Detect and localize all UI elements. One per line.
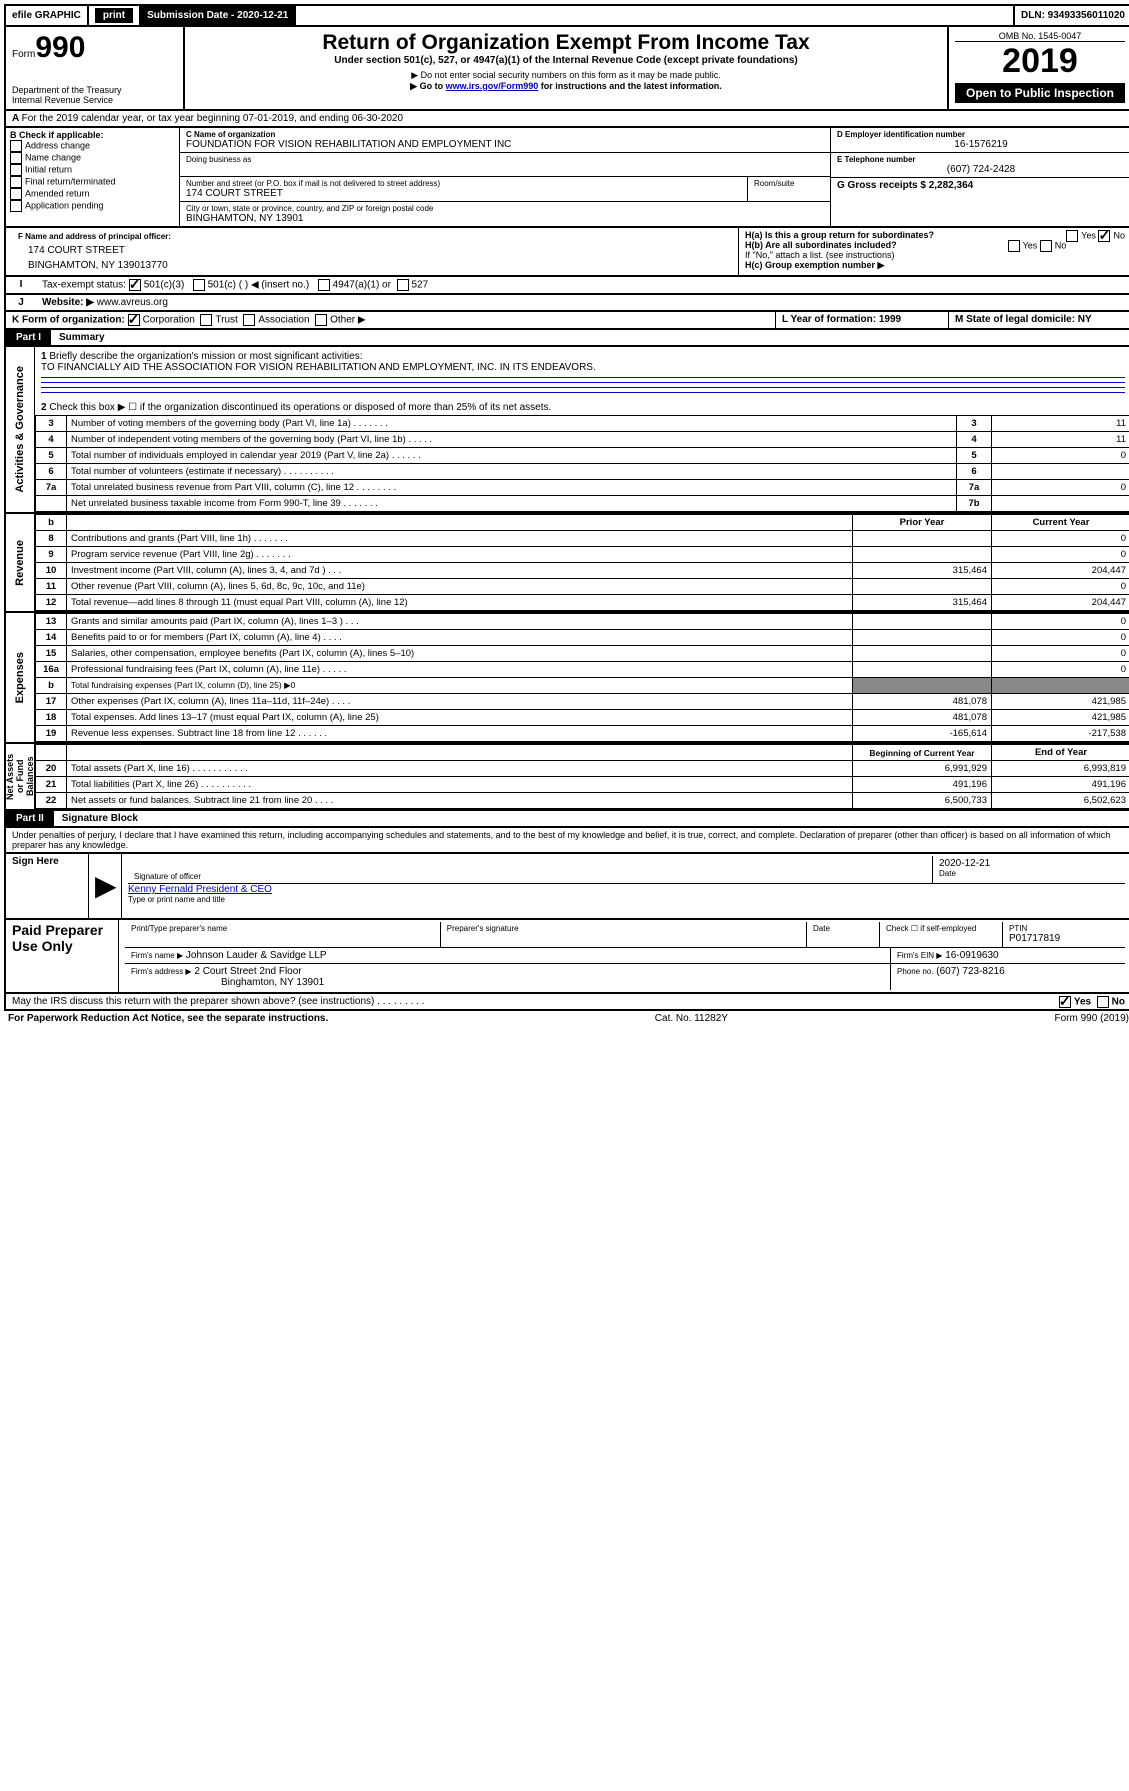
submission-date: Submission Date - 2020-12-21 — [141, 6, 296, 25]
revenue-section: Revenue bPrior YearCurrent Year 8Contrib… — [4, 514, 1129, 613]
firm-name: Johnson Lauder & Savidge LLP — [186, 950, 327, 961]
officer-addr2: BINGHAMTON, NY 139013770 — [12, 258, 732, 273]
discuss-row: May the IRS discuss this return with the… — [4, 994, 1129, 1011]
form990-link[interactable]: www.irs.gov/Form990 — [446, 81, 539, 91]
dept-treasury: Department of the Treasury — [12, 85, 177, 95]
governance-table: 3Number of voting members of the governi… — [35, 415, 1129, 512]
tax-year: 2019 — [955, 42, 1125, 81]
officer-name: Kenny Fernald President & CEO — [128, 884, 1125, 895]
table-row: 9Program service revenue (Part VIII, lin… — [36, 547, 1129, 563]
dln: DLN: 93493356011020 — [1015, 6, 1129, 25]
table-row: 3Number of voting members of the governi… — [36, 416, 1129, 432]
note-goto: ▶ Go to www.irs.gov/Form990 for instruct… — [191, 81, 941, 92]
table-row: 16aProfessional fundraising fees (Part I… — [36, 662, 1129, 678]
table-row: Net unrelated business taxable income fr… — [36, 496, 1129, 512]
org-city: BINGHAMTON, NY 13901 — [186, 213, 824, 224]
table-row: 15Salaries, other compensation, employee… — [36, 646, 1129, 662]
table-row: 11Other revenue (Part VIII, column (A), … — [36, 579, 1129, 595]
table-row: 5Total number of individuals employed in… — [36, 448, 1129, 464]
phone: (607) 724-2428 — [837, 164, 1125, 175]
website-link[interactable]: www.avreus.org — [97, 297, 168, 308]
table-row: 8Contributions and grants (Part VIII, li… — [36, 531, 1129, 547]
form-header: Form990 Department of the Treasury Inter… — [4, 27, 1129, 111]
mission-text: TO FINANCIALLY AID THE ASSOCIATION FOR V… — [41, 362, 1125, 373]
note-ssn: ▶ Do not enter social security numbers o… — [191, 70, 941, 81]
sign-here-block: Sign Here ▶ Signature of officer 2020-12… — [4, 854, 1129, 920]
perjury-text: Under penalties of perjury, I declare th… — [4, 828, 1129, 854]
form-number: 990 — [35, 31, 85, 64]
revenue-table: bPrior YearCurrent Year 8Contributions a… — [35, 514, 1129, 611]
efile-label: efile GRAPHIC — [6, 6, 89, 25]
table-row: bTotal fundraising expenses (Part IX, co… — [36, 678, 1129, 694]
print-button[interactable]: print — [89, 6, 141, 25]
table-row: 4Number of independent voting members of… — [36, 432, 1129, 448]
table-row: 13Grants and similar amounts paid (Part … — [36, 614, 1129, 630]
officer-addr1: 174 COURT STREET — [12, 243, 732, 258]
form-title: Return of Organization Exempt From Incom… — [191, 31, 941, 55]
tax-period-row: A For the 2019 calendar year, or tax yea… — [4, 111, 1129, 128]
netassets-table: Beginning of Current YearEnd of Year 20T… — [35, 744, 1129, 809]
table-row: 12Total revenue—add lines 8 through 11 (… — [36, 595, 1129, 611]
governance-section: Activities & Governance 1 Briefly descri… — [4, 347, 1129, 514]
website-row: J Website: ▶ www.avreus.org — [4, 295, 1129, 312]
gross-receipts: G Gross receipts $ 2,282,364 — [837, 180, 1125, 191]
table-row: 7aTotal unrelated business revenue from … — [36, 480, 1129, 496]
entity-block: B Check if applicable: Address change Na… — [4, 128, 1129, 228]
table-row: 14Benefits paid to or for members (Part … — [36, 630, 1129, 646]
box-b: B Check if applicable: Address change Na… — [6, 128, 180, 226]
table-row: 21Total liabilities (Part X, line 26) . … — [36, 777, 1129, 793]
irs-label: Internal Revenue Service — [12, 95, 177, 105]
footer: For Paperwork Reduction Act Notice, see … — [4, 1011, 1129, 1026]
fh-block: F Name and address of principal officer:… — [4, 228, 1129, 277]
omb-number: OMB No. 1545-0047 — [955, 31, 1125, 42]
table-row: 17Other expenses (Part IX, column (A), l… — [36, 694, 1129, 710]
tax-exempt-row: I Tax-exempt status: 501(c)(3) 501(c) ( … — [4, 277, 1129, 295]
expenses-section: Expenses 13Grants and similar amounts pa… — [4, 613, 1129, 744]
spacer — [296, 6, 1015, 25]
table-row: 19Revenue less expenses. Subtract line 1… — [36, 726, 1129, 742]
ein: 16-1576219 — [837, 139, 1125, 150]
table-row: 10Investment income (Part VIII, column (… — [36, 563, 1129, 579]
klm-row: K Form of organization: Corporation Trus… — [4, 312, 1129, 330]
box-c: C Name of organization FOUNDATION FOR VI… — [180, 128, 830, 226]
part1-header: Part I Summary — [4, 330, 1129, 347]
table-row: 22Net assets or fund balances. Subtract … — [36, 793, 1129, 809]
open-public-badge: Open to Public Inspection — [955, 83, 1125, 103]
table-row: 6Total number of volunteers (estimate if… — [36, 464, 1129, 480]
form-subtitle: Under section 501(c), 527, or 4947(a)(1)… — [191, 55, 941, 66]
paid-preparer-block: Paid Preparer Use Only Print/Type prepar… — [4, 920, 1129, 994]
top-bar: efile GRAPHIC print Submission Date - 20… — [4, 4, 1129, 27]
expenses-table: 13Grants and similar amounts paid (Part … — [35, 613, 1129, 742]
form-word: Form — [12, 49, 35, 60]
table-row: 18Total expenses. Add lines 13–17 (must … — [36, 710, 1129, 726]
org-street: 174 COURT STREET — [186, 188, 741, 199]
box-deg: D Employer identification number 16-1576… — [830, 128, 1129, 226]
org-name: FOUNDATION FOR VISION REHABILITATION AND… — [186, 139, 824, 150]
netassets-section: Net Assets or Fund Balances Beginning of… — [4, 744, 1129, 811]
table-row: 20Total assets (Part X, line 16) . . . .… — [36, 761, 1129, 777]
part2-header: Part II Signature Block — [4, 811, 1129, 828]
